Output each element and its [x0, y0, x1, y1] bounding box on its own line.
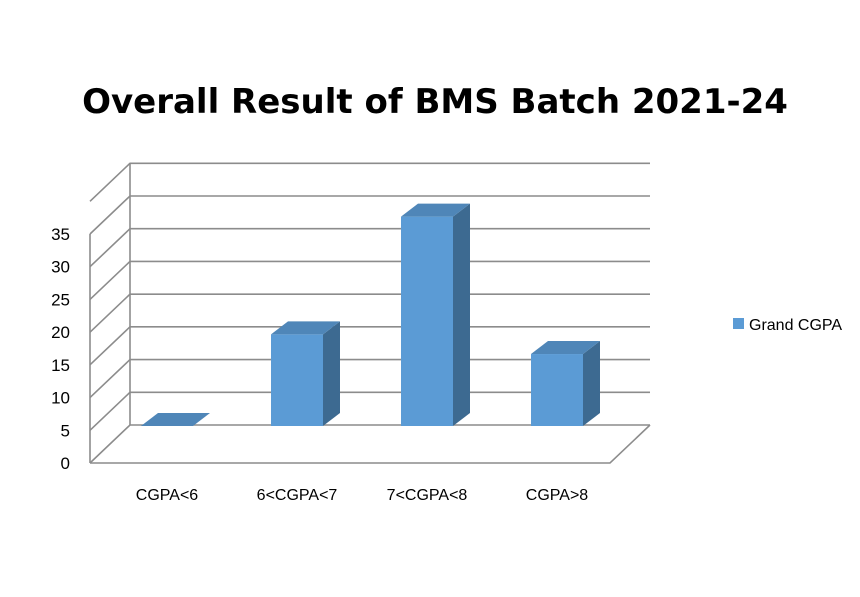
x-category-label: 6<CGPA<7: [257, 487, 338, 504]
bar: [271, 321, 340, 426]
y-tick-label: 20: [51, 323, 70, 342]
bar-front: [271, 334, 323, 426]
y-tick-label: 15: [51, 356, 70, 375]
bar-side: [583, 341, 600, 426]
y-tick-label: 0: [61, 454, 70, 473]
y-tick-label: 5: [61, 421, 70, 440]
x-category-label: CGPA<6: [136, 487, 199, 504]
gridline: [89, 424, 650, 464]
y-tick-label: 10: [51, 389, 70, 408]
bar-series-grand-cgpa: [141, 203, 600, 426]
x-category-label: 7<CGPA<8: [387, 487, 468, 504]
bar-top: [401, 203, 470, 217]
bar-front: [531, 354, 583, 426]
y-axis-ticks: 0 5 10 15 20 25 30 35: [51, 225, 70, 473]
bar-side: [453, 203, 470, 426]
legend-label: Grand CGPA: [749, 317, 842, 334]
x-axis-categories: CGPA<6 6<CGPA<7 7<CGPA<8 CGPA>8: [136, 487, 589, 504]
floor-edge: [90, 424, 651, 464]
bar-top: [271, 321, 340, 335]
legend: Grand CGPA: [733, 317, 842, 334]
y-tick-label: 35: [51, 225, 70, 244]
bar: [141, 413, 210, 426]
chart-title: Overall Result of BMS Batch 2021-24: [82, 82, 788, 122]
bar-top: [531, 341, 600, 355]
bar-front: [401, 216, 453, 426]
bar: [531, 341, 600, 426]
chart-gridlines: [89, 162, 651, 464]
legend-swatch: [733, 318, 744, 329]
y-tick-label: 25: [51, 290, 70, 309]
bar-side: [323, 321, 340, 426]
x-category-label: CGPA>8: [526, 487, 589, 504]
bar-top: [141, 413, 210, 426]
bar: [401, 203, 470, 426]
y-tick-label: 30: [51, 258, 70, 277]
